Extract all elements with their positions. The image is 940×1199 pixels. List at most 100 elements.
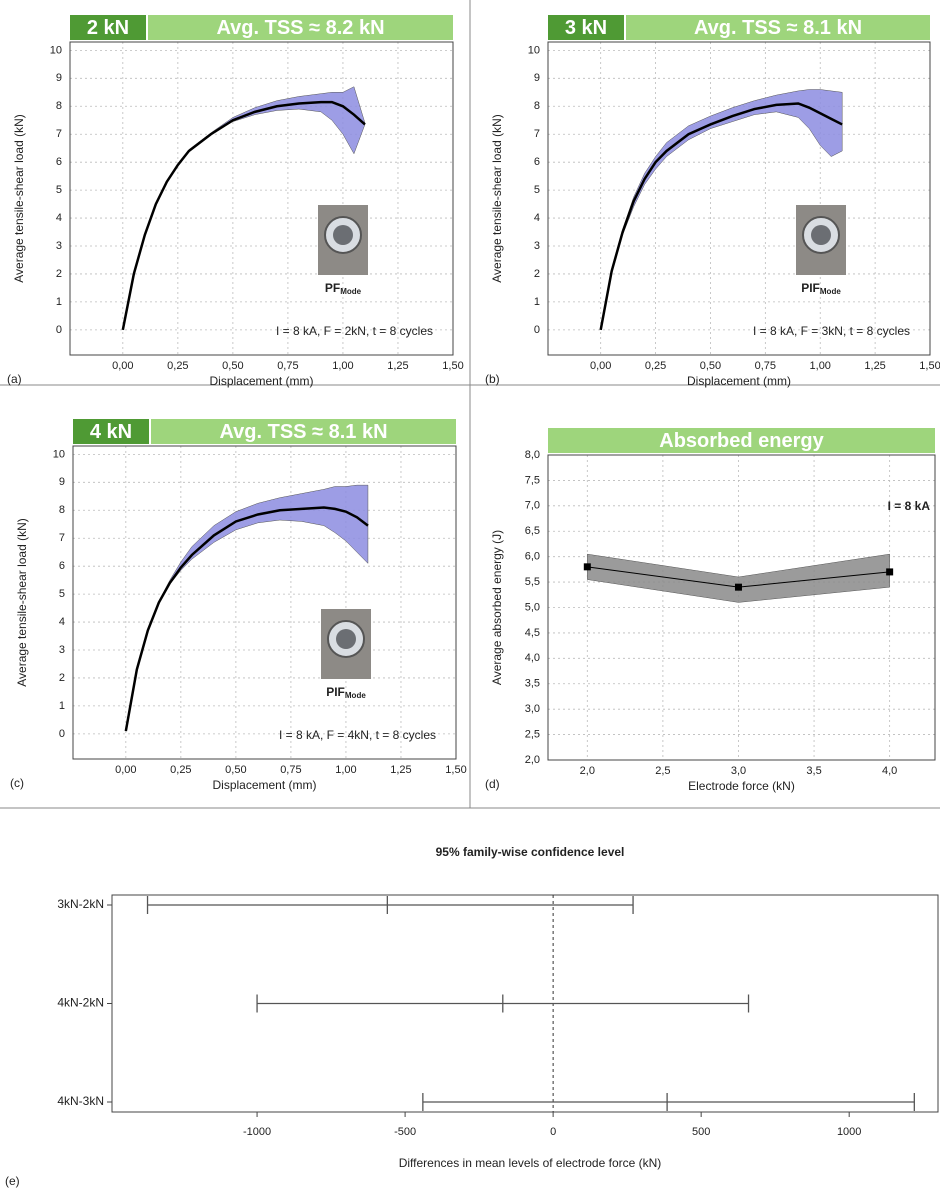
x-tick-label: 1,50 [442, 360, 463, 372]
failure-mode-label: PFMode [325, 281, 362, 296]
y-tick-label: 10 [53, 448, 65, 460]
fracture-photo-core [811, 225, 831, 245]
fracture-photo-core [333, 225, 353, 245]
y-tick-label: 4,0 [525, 652, 540, 664]
x-tick-label: 1000 [837, 1126, 861, 1138]
header-badge [548, 15, 624, 40]
y-tick-label: 5,0 [525, 601, 540, 613]
y-tick-label: 4,5 [525, 627, 540, 639]
y-tick-label: 9 [59, 476, 65, 488]
y-tick-label: 9 [534, 72, 540, 84]
y-tick-label: 1 [59, 700, 65, 712]
header-left: 4 kN [90, 421, 132, 443]
x-tick-label: 1,00 [335, 764, 356, 776]
x-tick-label: 1,25 [864, 360, 885, 372]
plot-frame [69, 41, 454, 356]
annotation: I = 8 kA, F = 4kN, t = 8 cycles [279, 728, 436, 742]
x-tick-label: 0,75 [755, 360, 776, 372]
y-tick-label: 8,0 [525, 449, 540, 461]
y-tick-label: 0 [59, 728, 65, 740]
y-tick-label: 3 [534, 240, 540, 252]
y-tick-label: 2 [56, 268, 62, 280]
y-tick-label: 8 [56, 100, 62, 112]
fracture-photo-core [336, 629, 356, 649]
y-tick-label: 1 [534, 296, 540, 308]
panel-label: (d) [485, 777, 500, 791]
y-tick-label: 3,0 [525, 703, 540, 715]
x-tick-label: 1,50 [445, 764, 466, 776]
x-axis-label: Differences in mean levels of electrode … [399, 1156, 662, 1170]
y-tick-label: 7 [56, 128, 62, 140]
y-tick-label: 2 [534, 268, 540, 280]
y-tick-label: 2,5 [525, 728, 540, 740]
failure-mode-sub: Mode [820, 287, 841, 296]
panel-label: (b) [485, 372, 500, 386]
x-tick-label: 2,0 [580, 765, 595, 777]
x-tick-label: 0,25 [170, 764, 191, 776]
x-axis-label: Electrode force (kN) [688, 779, 795, 793]
y-tick-label: 6 [534, 156, 540, 168]
y-tick-label: 6 [56, 156, 62, 168]
panel-label: (a) [7, 372, 22, 386]
mean-line [121, 100, 366, 331]
y-tick-label: 3 [59, 644, 65, 656]
panel-label: (e) [5, 1174, 20, 1188]
plot-frame [547, 454, 936, 761]
y-axis-label: Average tensile-shear load (kN) [12, 114, 26, 283]
header-badge [73, 419, 149, 444]
x-tick-label: 0,00 [115, 764, 136, 776]
y-tick-label: 4 [534, 212, 540, 224]
x-tick-label: 1,25 [390, 764, 411, 776]
plot-frame [547, 41, 931, 356]
y-tick-label: 5 [59, 588, 65, 600]
y-axis-label: Average absorbed energy (J) [490, 530, 504, 685]
category-label: 3kN-2kN [57, 897, 104, 911]
header-bar [548, 428, 935, 453]
y-tick-label: 1 [56, 296, 62, 308]
header-right: Avg. TSS ≈ 8.2 kN [216, 17, 384, 39]
x-tick-label: 1,00 [332, 360, 353, 372]
x-tick-label: 1,00 [810, 360, 831, 372]
x-tick-label: 500 [692, 1126, 710, 1138]
y-tick-label: 2 [59, 672, 65, 684]
y-tick-label: 6,0 [525, 551, 540, 563]
failure-mode-main: PIF [326, 685, 345, 699]
y-tick-label: 10 [528, 44, 540, 56]
x-tick-label: 0,50 [700, 360, 721, 372]
y-tick-label: 4 [59, 616, 65, 628]
y-tick-label: 5 [534, 184, 540, 196]
category-label: 4kN-3kN [57, 1094, 104, 1108]
y-tick-label: 7 [59, 532, 65, 544]
y-tick-label: 6 [59, 560, 65, 572]
header-right: Avg. TSS ≈ 8.1 kN [694, 17, 862, 39]
confidence-band [600, 89, 843, 330]
x-tick-label: 0,75 [280, 764, 301, 776]
x-tick-label: 0,25 [167, 360, 188, 372]
failure-mode-sub: Mode [345, 691, 366, 700]
y-tick-label: 5,5 [525, 576, 540, 588]
plot-frame [72, 445, 457, 760]
failure-mode-main: PIF [801, 281, 820, 295]
x-tick-label: 1,50 [919, 360, 940, 372]
annotation: I = 8 kA, F = 3kN, t = 8 cycles [753, 324, 910, 338]
header-bar [151, 419, 456, 444]
y-tick-label: 8 [534, 100, 540, 112]
failure-mode-sub: Mode [340, 287, 361, 296]
x-axis-label: Displacement (mm) [687, 374, 791, 388]
x-tick-label: 0,00 [112, 360, 133, 372]
y-tick-label: 8 [59, 504, 65, 516]
x-tick-label: 2,5 [655, 765, 670, 777]
y-tick-label: 5 [56, 184, 62, 196]
x-tick-label: 0,50 [222, 360, 243, 372]
y-tick-label: 7,5 [525, 474, 540, 486]
mean-line [599, 102, 843, 331]
annotation: I = 8 kA, F = 2kN, t = 8 cycles [276, 324, 433, 338]
y-tick-label: 4 [56, 212, 62, 224]
header-bar [626, 15, 930, 40]
data-point [886, 568, 894, 576]
x-tick-label: 4,0 [882, 765, 897, 777]
y-axis-label: Average tensile-shear load (kN) [490, 114, 504, 283]
header-badge [70, 15, 146, 40]
x-tick-label: 3,0 [731, 765, 746, 777]
